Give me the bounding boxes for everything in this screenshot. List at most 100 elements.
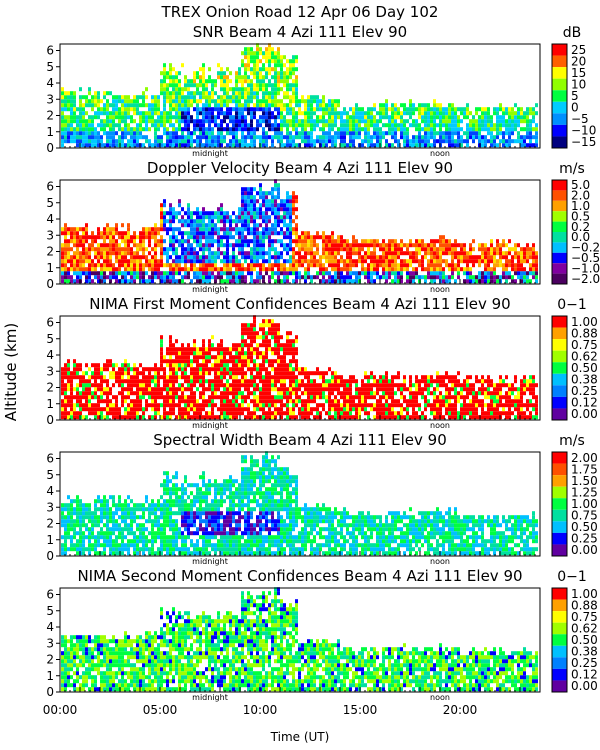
heatmap-cell — [136, 135, 139, 140]
heatmap-cell — [271, 187, 274, 192]
heatmap-cell — [172, 239, 175, 244]
heatmap-cell — [259, 87, 262, 92]
heatmap-cell — [280, 99, 283, 104]
heatmap-cell — [307, 267, 310, 272]
heatmap-cell — [217, 135, 220, 140]
heatmap-cell — [61, 399, 64, 404]
heatmap-cell — [250, 119, 253, 124]
heatmap-cell — [295, 127, 298, 132]
heatmap-cell — [163, 367, 166, 372]
heatmap-cell — [142, 275, 145, 280]
heatmap-cell — [520, 267, 523, 272]
heatmap-cell — [268, 275, 271, 280]
heatmap-cell — [196, 135, 199, 140]
heatmap-cell — [124, 239, 127, 244]
heatmap-cell — [322, 127, 325, 132]
heatmap-cell — [220, 415, 223, 420]
heatmap-cell — [277, 99, 280, 104]
colorbar-label: −2.0 — [571, 272, 600, 286]
heatmap-cell — [301, 127, 304, 132]
heatmap-cell — [250, 255, 253, 260]
heatmap-cell — [181, 139, 184, 144]
heatmap-cell — [163, 379, 166, 384]
heatmap-cell — [292, 247, 295, 252]
heatmap-cell — [220, 403, 223, 408]
heatmap-cell — [256, 255, 259, 260]
heatmap-cell — [127, 127, 130, 132]
heatmap-cell — [391, 107, 394, 112]
heatmap-cell — [268, 135, 271, 140]
heatmap-cell — [88, 271, 91, 276]
heatmap-cell — [490, 239, 493, 244]
heatmap-cell — [331, 279, 334, 284]
heatmap-cell — [202, 403, 205, 408]
heatmap-cell — [205, 279, 208, 284]
heatmap-cell — [226, 391, 229, 396]
heatmap-cell — [499, 251, 502, 256]
heatmap-cell — [406, 263, 409, 268]
heatmap-cell — [160, 207, 163, 212]
heatmap-cell — [499, 139, 502, 144]
heatmap-cell — [127, 387, 130, 392]
heatmap-cell — [271, 243, 274, 248]
heatmap-cell — [409, 139, 412, 144]
heatmap-cell — [97, 107, 100, 112]
heatmap-cell — [487, 115, 490, 120]
heatmap-cell — [457, 135, 460, 140]
heatmap-cell — [211, 275, 214, 280]
heatmap-cell — [181, 367, 184, 372]
heatmap-cell — [439, 123, 442, 128]
heatmap-cell — [286, 243, 289, 248]
heatmap-cell — [502, 119, 505, 124]
heatmap-cell — [64, 243, 67, 248]
heatmap-cell — [361, 143, 364, 148]
heatmap-cell — [469, 267, 472, 272]
heatmap-cell — [352, 247, 355, 252]
heatmap-cell — [139, 275, 142, 280]
heatmap-cell — [214, 387, 217, 392]
heatmap-cell — [304, 247, 307, 252]
heatmap-cell — [181, 91, 184, 96]
heatmap-cell — [184, 259, 187, 264]
heatmap-cell — [127, 411, 130, 416]
heatmap-cell — [253, 367, 256, 372]
heatmap-cell — [253, 95, 256, 100]
heatmap-cell — [271, 207, 274, 212]
heatmap-cell — [262, 131, 265, 136]
heatmap-cell — [268, 95, 271, 100]
heatmap-cell — [217, 123, 220, 128]
heatmap-cell — [238, 71, 241, 76]
heatmap-cell — [445, 275, 448, 280]
heatmap-cell — [61, 403, 64, 408]
heatmap-cell — [214, 231, 217, 236]
heatmap-cell — [289, 99, 292, 104]
heatmap-cell — [322, 243, 325, 248]
heatmap-cell — [283, 143, 286, 148]
heatmap-cell — [166, 351, 169, 356]
heatmap-cell — [217, 271, 220, 276]
heatmap-cell — [241, 235, 244, 240]
heatmap-cell — [262, 235, 265, 240]
heatmap-cell — [238, 211, 241, 216]
heatmap-cell — [391, 251, 394, 256]
heatmap-cell — [448, 143, 451, 148]
heatmap-cell — [388, 275, 391, 280]
heatmap-cell — [175, 267, 178, 272]
heatmap-cell — [256, 51, 259, 56]
heatmap-cell — [211, 211, 214, 216]
heatmap-cell — [274, 123, 277, 128]
heatmap-cell — [517, 131, 520, 136]
heatmap-cell — [106, 91, 109, 96]
heatmap-cell — [184, 139, 187, 144]
heatmap-cell — [91, 103, 94, 108]
heatmap-cell — [250, 91, 253, 96]
colorbar-swatch — [552, 211, 567, 222]
heatmap-cell — [127, 371, 130, 376]
heatmap-cell — [73, 367, 76, 372]
heatmap-cell — [376, 135, 379, 140]
heatmap-cell — [334, 143, 337, 148]
heatmap-cell — [442, 119, 445, 124]
heatmap-cell — [430, 127, 433, 132]
heatmap-cell — [208, 371, 211, 376]
heatmap-cell — [205, 399, 208, 404]
